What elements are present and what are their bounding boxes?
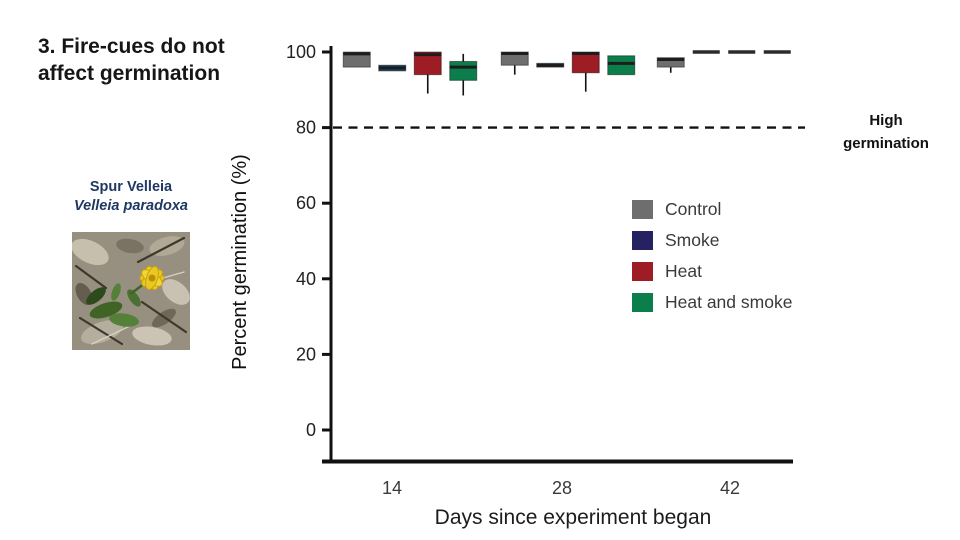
control-swatch-icon [632,199,653,219]
heat-and-smoke-swatch-icon [632,292,653,312]
y-tick-label: 60 [296,193,316,213]
species-photo [72,232,190,350]
boxplot-box [500,51,529,66]
boxplot-box [449,60,478,81]
x-axis-label: Days since experiment began [435,506,712,529]
legend-item: Heat [632,260,792,282]
y-tick-label: 20 [296,344,316,364]
y-axis-label: Percent germination (%) [229,154,251,370]
legend-item: Heat and smoke [632,291,792,313]
page-title: 3. Fire-cues do not affect germination [38,35,225,85]
legend-item: Smoke [632,229,792,251]
y-tick-label: 100 [286,42,316,62]
species-common-name: Spur Velleia [89,179,173,195]
boxplot-box [607,55,636,76]
y-tick-label: 0 [306,420,316,440]
high-germination-annotation: High germination [843,112,929,153]
flower [139,265,165,291]
boxplot-box [656,57,685,68]
smoke-swatch-icon [632,230,653,250]
species-caption: Spur Velleia Velleia paradoxa [36,178,226,216]
x-tick-label: 14 [382,478,402,498]
y-tick-label: 80 [296,118,316,138]
legend-label: Heat [665,260,702,281]
legend: Control Smoke Heat Heat and smoke [632,198,792,322]
legend-item: Control [632,198,792,220]
boxplot-box [342,51,371,68]
legend-label: Control [665,198,722,219]
heat-swatch-icon [632,261,653,281]
x-tick-label: 42 [720,478,740,498]
boxplot-box [413,51,442,76]
legend-label: Smoke [665,229,720,250]
species-latin-name: Velleia paradoxa [74,197,188,214]
x-tick-label: 28 [552,478,572,498]
legend-label: Heat and smoke [665,291,793,312]
y-tick-label: 40 [296,269,316,289]
boxplot-box [571,51,600,74]
